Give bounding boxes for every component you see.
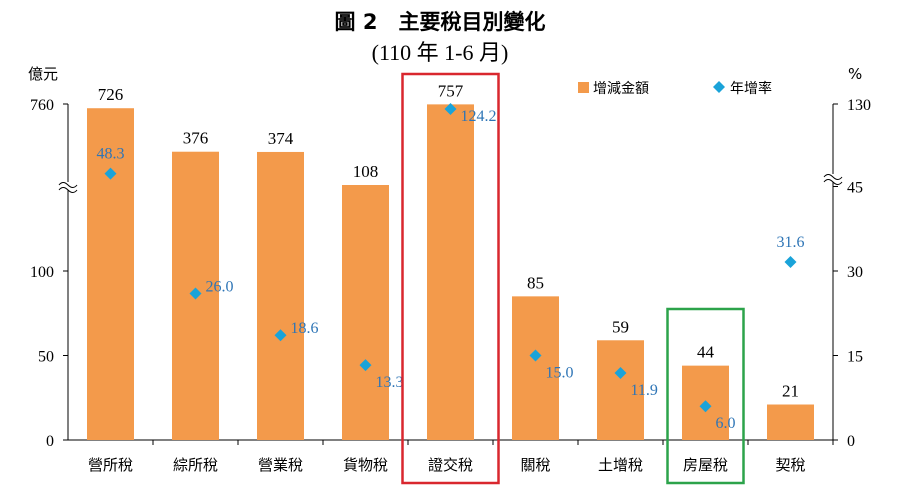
- bar: [767, 404, 814, 440]
- legend-bar-label: 增減金額: [593, 80, 649, 97]
- bar: [597, 340, 644, 440]
- rate-value-label: 15.0: [546, 365, 574, 382]
- left-axis-break: [58, 182, 78, 193]
- rate-value-label: 26.0: [206, 279, 234, 296]
- chart-title: 圖 2 主要稅目別變化: [335, 10, 546, 34]
- left-axis-break-gap: [58, 182, 78, 190]
- left-axis-unit: 億元: [28, 65, 58, 83]
- rate-marker: [784, 255, 797, 268]
- rate-marker: [104, 167, 117, 180]
- bar-value-label: 85: [527, 273, 544, 292]
- category-label: 營所稅: [88, 456, 133, 474]
- rate-value-label: 13.3: [376, 374, 404, 391]
- legend-bar-swatch: [578, 82, 589, 93]
- right-tick-label: 130: [847, 97, 871, 114]
- right-tick-label: 0: [847, 433, 855, 450]
- rate-value-label: 48.3: [97, 146, 125, 163]
- highlight-box: [401, 72, 500, 485]
- right-axis-break-gap: [823, 174, 843, 182]
- right-tick-label: 15: [847, 349, 863, 366]
- right-tick-label: 45: [847, 180, 863, 197]
- rate-value-label: 124.2: [461, 108, 497, 125]
- bar: [342, 185, 389, 440]
- left-tick-label: 760: [30, 97, 54, 114]
- rate-marker: [529, 349, 542, 362]
- bars: [87, 104, 814, 440]
- category-label: 證交稅: [428, 456, 473, 474]
- bar-value-label: 59: [612, 317, 629, 336]
- category-label: 房屋稅: [683, 456, 728, 474]
- rate-marker: [189, 287, 202, 300]
- rate-value-label: 11.9: [631, 382, 658, 399]
- bar-value-label: 44: [697, 343, 715, 362]
- bar-value-label: 376: [183, 129, 209, 148]
- left-tick-label: 0: [46, 433, 54, 450]
- right-axis-break: [823, 174, 843, 185]
- rate-value-label: 31.6: [777, 234, 805, 251]
- right-axis-unit: %: [848, 65, 862, 83]
- rate-marker: [359, 359, 372, 372]
- bar-value-label: 374: [268, 129, 294, 148]
- bar: [427, 104, 474, 440]
- legend-rate-swatch: [713, 81, 725, 93]
- bar: [512, 296, 559, 440]
- rate-marker: [274, 329, 287, 342]
- highlight-boxes: [401, 72, 745, 485]
- category-label: 貨物稅: [343, 456, 388, 474]
- highlight-box: [666, 307, 745, 485]
- left-tick-label: 100: [30, 264, 54, 281]
- rate-marker: [614, 366, 627, 379]
- rate-marker: [699, 400, 712, 413]
- bar: [257, 151, 304, 440]
- bar-value-label: 21: [782, 382, 799, 401]
- rate-markers: [104, 102, 797, 413]
- rate-value-label: 18.6: [291, 320, 319, 337]
- legend: 增減金額 年增率: [578, 80, 772, 97]
- category-label: 綜所稅: [173, 456, 218, 474]
- category-label: 土增稅: [598, 456, 643, 474]
- labels: 726 營所稅 48.3 376 綜所稅 26.0 374 營業稅 18.6 108 貨物稅 13.3…: [88, 81, 806, 474]
- axes: 0 50 100 760 0 15 30 45 130: [30, 97, 871, 450]
- right-tick-label: 30: [847, 264, 863, 281]
- category-label: 關稅: [520, 456, 550, 474]
- bar-value-label: 726: [98, 85, 124, 104]
- rate-value-label: 6.0: [716, 415, 736, 432]
- left-tick-label: 50: [38, 349, 54, 366]
- category-label: 契稅: [775, 456, 805, 474]
- rate-marker: [444, 102, 457, 115]
- bar-value-label: 108: [353, 162, 379, 181]
- bar-value-label: 757: [438, 81, 464, 100]
- chart-subtitle: (110 年 1-6 月): [372, 40, 509, 65]
- category-label: 營業稅: [258, 456, 303, 474]
- bar: [87, 108, 134, 440]
- legend-rate-label: 年增率: [730, 80, 772, 97]
